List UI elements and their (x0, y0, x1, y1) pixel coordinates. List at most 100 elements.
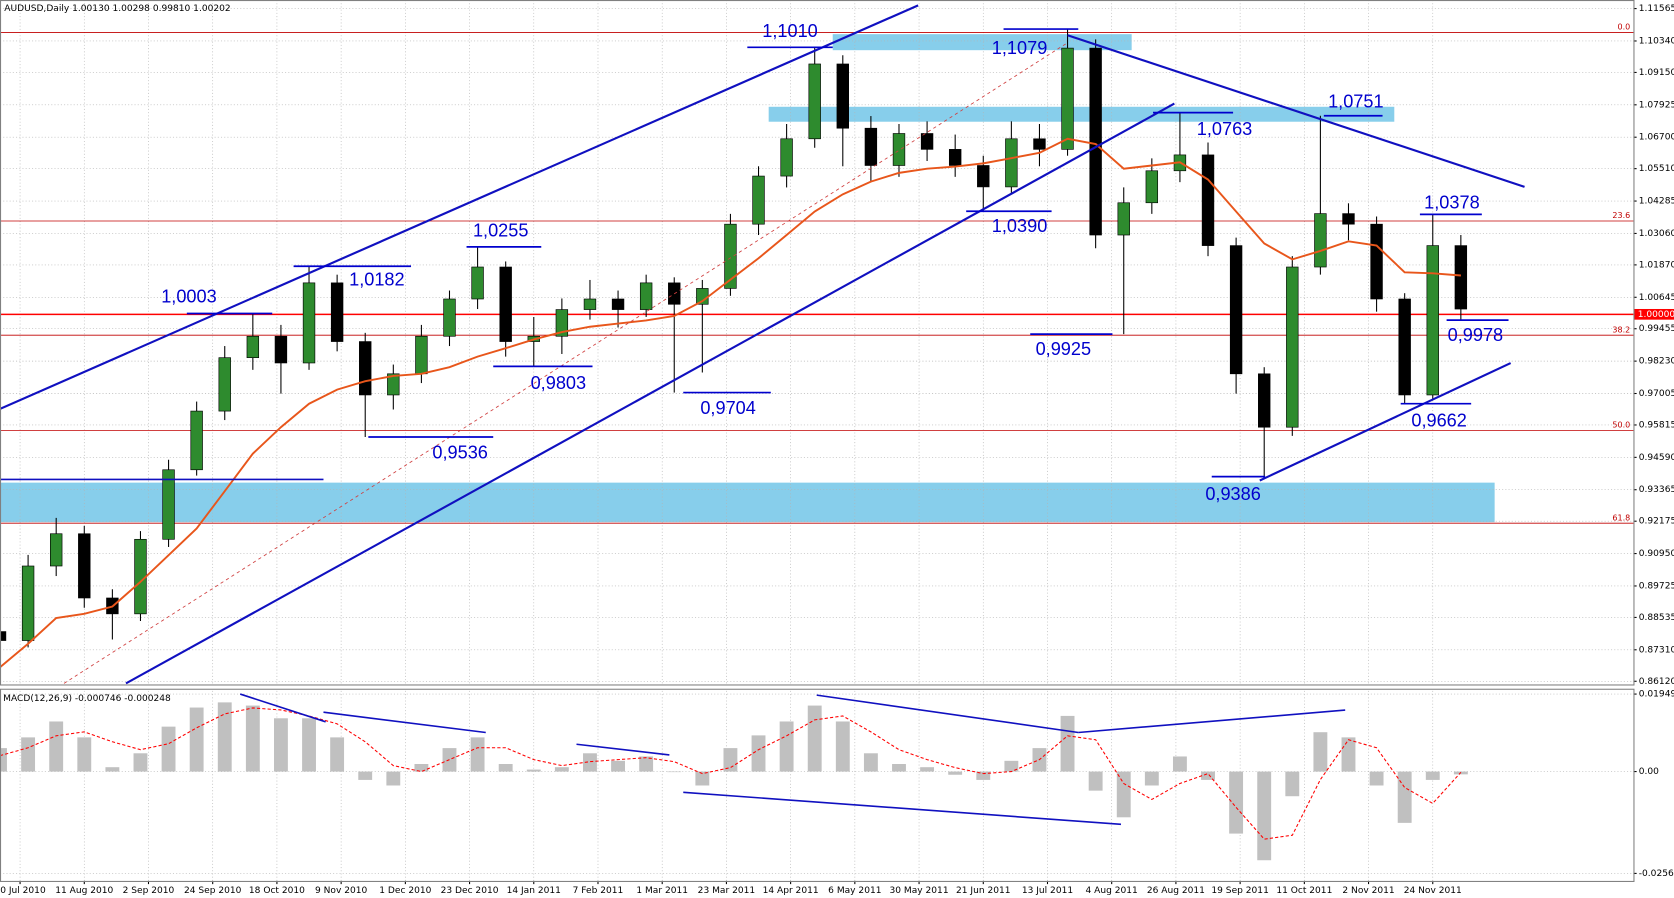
y-tick-label: 1.01870 (1639, 260, 1674, 270)
y-tick-label: 0.99455 (1639, 324, 1674, 334)
x-tick-label: 6 May 2011 (828, 886, 881, 896)
level-label: 1,0751 (1328, 91, 1383, 111)
level-label: 0,9536 (432, 443, 487, 463)
macd-bar (1201, 771, 1215, 780)
candle-body (190, 410, 203, 471)
candle-body (808, 63, 821, 140)
macd-bar (1172, 756, 1187, 772)
x-tick-label: 24 Sep 2010 (184, 886, 242, 896)
y-tick-label: 0.88535 (1639, 613, 1674, 623)
candle-body (134, 538, 147, 615)
macd-panel-border (0, 688, 1635, 882)
macd-bar (835, 721, 850, 772)
divergence-line (239, 693, 326, 723)
macd-bar (1229, 771, 1244, 834)
candle-body (1370, 223, 1383, 300)
macd-bar (133, 753, 148, 772)
macd-bar (49, 721, 64, 772)
macd-bar (723, 748, 738, 772)
macd-bar (1060, 715, 1075, 772)
candle-body (1089, 47, 1102, 236)
level-label: 0,9978 (1448, 325, 1503, 345)
level-label: 0,9704 (700, 398, 755, 418)
candle-body (1314, 213, 1327, 268)
y-tick-label: 0.92175 (1639, 517, 1674, 527)
candle-body (49, 533, 63, 567)
x-tick-label: 18 Oct 2010 (249, 886, 305, 896)
y-tick-label: 0.98230 (1639, 357, 1674, 367)
candle-body (836, 63, 849, 129)
channel-line (125, 102, 1175, 685)
y-tick-label: 1.10340 (1639, 36, 1674, 46)
macd-bar (948, 771, 963, 775)
candle-body (499, 266, 512, 342)
divergence-line (1078, 709, 1346, 734)
macd-bar (554, 767, 569, 772)
candle-body (1117, 202, 1130, 236)
level-label: 1,0182 (349, 270, 404, 290)
macd-bar (1257, 771, 1272, 861)
macd-bar (751, 735, 766, 772)
y-tick-label: 0.019491 (1639, 690, 1674, 700)
candle-body (443, 298, 456, 337)
macd-bar (386, 771, 401, 786)
y-tick-label: 1.06700 (1639, 133, 1674, 143)
macd-bar (639, 756, 654, 772)
signal-line (0, 707, 1462, 840)
y-tick-label: 1.11565 (1639, 4, 1674, 14)
chart-title: AUDUSD,Daily 1.00130 1.00298 0.99810 1.0… (4, 4, 230, 14)
candle-body (1033, 138, 1046, 150)
divergence-line (816, 694, 1079, 734)
candle-body (583, 298, 597, 310)
macd-bar (1369, 771, 1384, 786)
y-tick-label: 0.89725 (1639, 581, 1674, 591)
candle-body (0, 631, 7, 641)
macd-bar (77, 737, 92, 772)
channel-line (0, 4, 919, 410)
macd-bar (807, 705, 822, 772)
candle-body (1398, 298, 1411, 396)
macd-bar (1397, 771, 1412, 823)
x-tick-label: 14 Apr 2011 (763, 886, 819, 896)
x-tick-label: 14 Jan 2011 (507, 886, 561, 896)
level-label: 1,0255 (473, 221, 528, 241)
macd-bar (105, 767, 120, 772)
level-label: 1,1079 (992, 38, 1047, 58)
x-tick-label: 26 Aug 2011 (1147, 886, 1205, 896)
y-tick-label: 0.93365 (1639, 485, 1674, 495)
candle-body (218, 357, 231, 412)
macd-bar (1144, 771, 1159, 786)
candle-body (611, 298, 625, 310)
fib-label: 61.8 (1612, 513, 1630, 522)
y-tick-label: 1.03060 (1639, 229, 1674, 239)
frame (0, 0, 1635, 882)
macd-bar (976, 771, 991, 780)
macd-bar (217, 702, 232, 772)
resistance-zone (832, 34, 1132, 51)
macd-bar (1425, 771, 1440, 780)
candle-body (1454, 245, 1468, 310)
candle-body (892, 133, 906, 166)
candle-body (864, 127, 878, 166)
macd-bar (920, 767, 935, 772)
macd-bar (526, 769, 541, 772)
candle-body (471, 266, 484, 300)
candle-body (1005, 138, 1018, 188)
fib-label: 0.0 (1617, 23, 1630, 32)
macd-bar (302, 718, 316, 772)
level-label: 1,1010 (762, 21, 817, 41)
y-tick-label: 0.95815 (1639, 420, 1674, 430)
x-tick-label: 4 Aug 2011 (1086, 886, 1138, 896)
candle-body (21, 565, 35, 641)
macd-bar (695, 771, 710, 786)
candle-body (1286, 266, 1299, 428)
macd-bar (330, 737, 345, 772)
candle-body (1061, 47, 1074, 150)
macd-bar (470, 737, 485, 772)
candle-body (555, 309, 569, 337)
candle-body (639, 282, 653, 310)
candle-body (415, 335, 428, 375)
